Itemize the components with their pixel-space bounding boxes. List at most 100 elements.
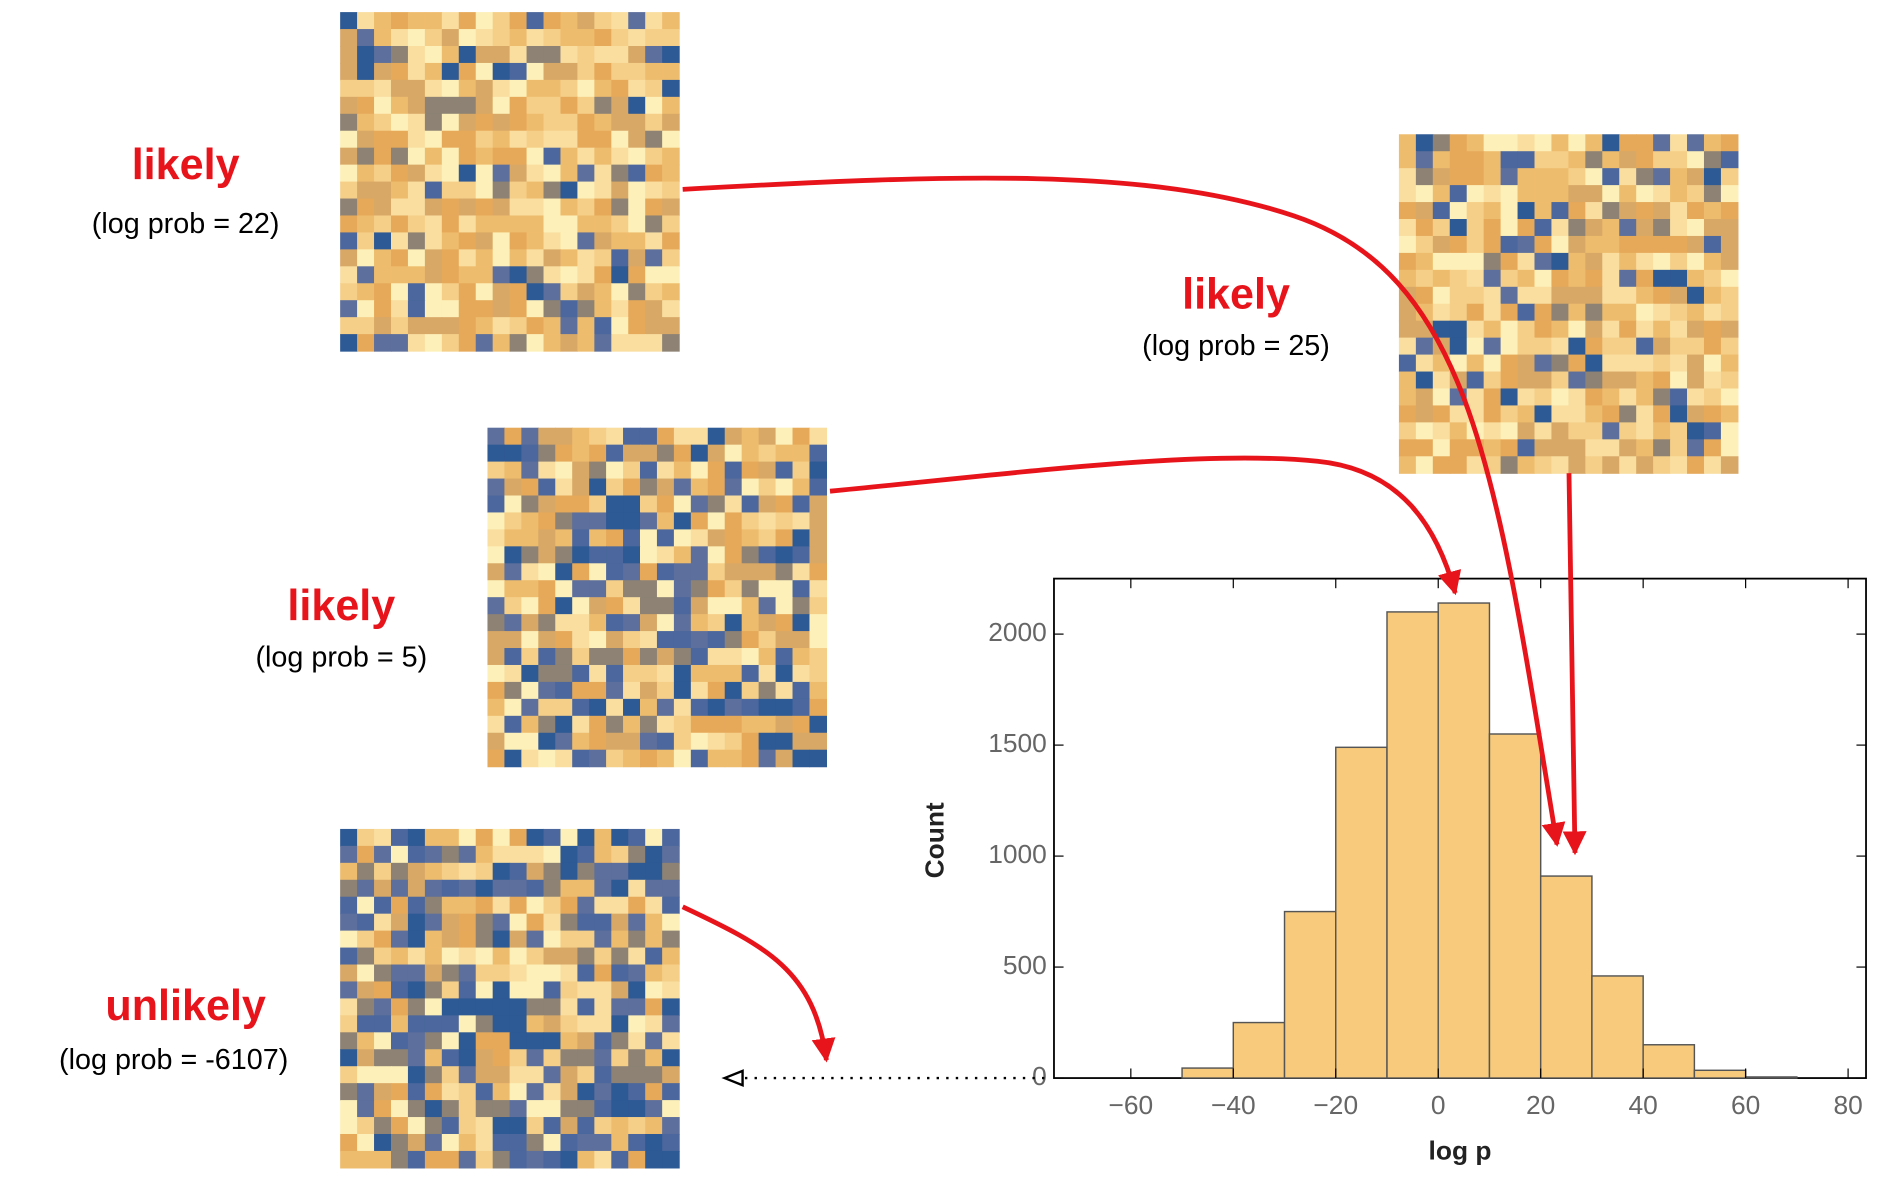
mosaic-cell xyxy=(521,750,539,768)
mosaic-cell xyxy=(521,699,539,717)
mosaic-cell xyxy=(708,428,726,446)
mosaic-cell xyxy=(572,546,590,564)
mosaic-cell xyxy=(391,1134,409,1152)
mosaic-cell xyxy=(1636,422,1654,440)
mosaic-cell xyxy=(611,829,629,847)
mosaic-cell xyxy=(1416,253,1434,271)
mosaic-cell xyxy=(340,114,358,132)
mosaic-cell xyxy=(1721,422,1739,440)
mosaic-cell xyxy=(425,1049,443,1067)
mosaic-cell xyxy=(1653,287,1671,305)
mosaic-cell xyxy=(1416,151,1434,169)
mosaic-cell xyxy=(628,29,646,47)
mosaic-cell xyxy=(442,829,460,847)
mosaic-cell xyxy=(408,948,426,966)
mosaic-cell xyxy=(459,131,477,149)
mosaic-cell xyxy=(408,46,426,64)
mosaic-cell xyxy=(527,897,545,915)
mosaic-cell xyxy=(742,614,760,632)
mosaic-cell xyxy=(691,682,709,700)
mosaic-cell xyxy=(487,733,505,751)
mosaic-cell xyxy=(793,665,811,683)
mosaic-cell xyxy=(606,716,624,734)
mosaic-cell xyxy=(1704,185,1722,203)
mosaic-cell xyxy=(611,998,629,1016)
mosaic-cell xyxy=(1568,304,1586,322)
mosaic-cell xyxy=(487,445,505,463)
mosaic-cell xyxy=(1518,202,1536,220)
mosaic-cell xyxy=(640,479,658,497)
mosaic-cell xyxy=(504,665,522,683)
mosaic-cell xyxy=(1568,287,1586,305)
mosaic-cell xyxy=(1416,355,1434,373)
mosaic-cell xyxy=(1721,219,1739,237)
mosaic-cell xyxy=(408,1134,426,1152)
mosaic-cell xyxy=(521,614,539,632)
mosaic-cell xyxy=(1704,168,1722,186)
annotation-detail: (log prob = 25) xyxy=(1142,330,1330,362)
mosaic-cell xyxy=(577,165,595,183)
mosaic-cell xyxy=(645,148,663,166)
mosaic-cell xyxy=(504,428,522,446)
mosaic-cell xyxy=(623,580,641,598)
mosaic-cell xyxy=(691,597,709,615)
mosaic-cell xyxy=(1416,270,1434,288)
mosaic-cell xyxy=(340,1151,358,1169)
mosaic-cell xyxy=(442,965,460,983)
mosaic-cell xyxy=(1636,219,1654,237)
mosaic-cell xyxy=(1670,388,1688,406)
mosaic-cell xyxy=(577,114,595,132)
mosaic-cell xyxy=(357,283,375,301)
mosaic-cell xyxy=(555,495,573,513)
mosaic-cell xyxy=(1399,219,1417,237)
mosaic-cell xyxy=(628,914,646,932)
mosaic-cell xyxy=(459,880,477,898)
mosaic-cell xyxy=(510,317,528,335)
y-tick-label: 1500 xyxy=(988,728,1047,758)
mosaic-cell xyxy=(527,880,545,898)
mosaic-cell xyxy=(408,1015,426,1033)
mosaic-cell xyxy=(628,1049,646,1067)
mosaic-cell xyxy=(725,512,743,530)
mosaic-cell xyxy=(628,948,646,966)
mosaic-cell xyxy=(1721,338,1739,356)
mosaic-cell xyxy=(589,512,607,530)
mosaic-cell xyxy=(1399,236,1417,254)
mosaic-cell xyxy=(776,648,794,666)
mosaic-cell xyxy=(1670,372,1688,390)
mosaic-cell xyxy=(623,546,641,564)
mosaic-cell xyxy=(1704,236,1722,254)
mosaic-cell xyxy=(657,733,675,751)
mosaic-cell xyxy=(662,249,680,267)
mosaic-cell xyxy=(594,283,612,301)
mosaic-cell xyxy=(442,131,460,149)
mosaic-cell xyxy=(725,462,743,480)
mosaic-cell xyxy=(1534,134,1552,152)
mosaic-cell xyxy=(357,63,375,81)
mosaic-cell xyxy=(645,863,663,881)
mosaic-cell xyxy=(662,965,680,983)
mosaic-cell xyxy=(425,931,443,949)
mosaic-cell xyxy=(708,716,726,734)
mosaic-cell xyxy=(340,880,358,898)
mosaic-cell xyxy=(611,317,629,335)
mosaic-cell xyxy=(611,148,629,166)
bar xyxy=(1694,1070,1745,1078)
mosaic-cell xyxy=(391,1117,409,1135)
mosaic-cell xyxy=(628,965,646,983)
mosaic-cell xyxy=(425,846,443,864)
mosaic-cell xyxy=(1636,372,1654,390)
mosaic-cell xyxy=(487,512,505,530)
mosaic-cell xyxy=(476,863,494,881)
mosaic-cell xyxy=(493,1032,511,1050)
mosaic-cell xyxy=(408,97,426,115)
mosaic-cell xyxy=(459,283,477,301)
mosaic-cell xyxy=(1518,304,1536,322)
mosaic-cell xyxy=(357,215,375,233)
mosaic-cell xyxy=(1416,219,1434,237)
mosaic-cell xyxy=(725,495,743,513)
mosaic-cell xyxy=(391,897,409,915)
mosaic-cell xyxy=(594,317,612,335)
mosaic-cell xyxy=(1518,439,1536,457)
mosaic-cell xyxy=(527,1015,545,1033)
